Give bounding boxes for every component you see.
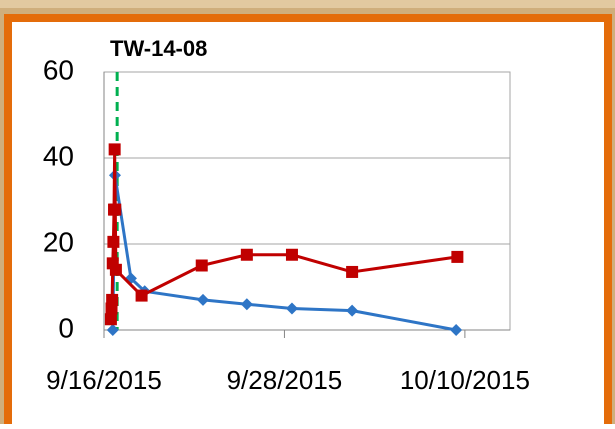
page: {"chart_data": { "type": "line", "title"… [0,0,615,424]
x-tick-label: 10/10/2015 [400,365,530,395]
point [105,313,117,325]
point [109,204,121,216]
frame [8,18,608,424]
x-tick-label: 9/16/2015 [46,365,162,395]
point [107,236,119,248]
point [196,260,208,272]
chart: TW-14-08 0 20 40 60 9/16/2015 9/28/2015 10/10/… [0,0,615,424]
background-strip [0,0,615,8]
point [451,251,463,263]
x-tick-label: 9/28/2015 [227,365,343,395]
point [346,266,358,278]
y-tick-label: 20 [43,226,74,257]
point [136,290,148,302]
y-tick-label: 40 [43,140,74,171]
y-tick-label: 0 [58,312,74,343]
point [286,249,298,261]
point [106,294,118,306]
chart-title: TW-14-08 [110,36,207,61]
y-tick-label: 60 [43,54,74,85]
point [241,249,253,261]
point [109,143,121,155]
point [110,264,122,276]
